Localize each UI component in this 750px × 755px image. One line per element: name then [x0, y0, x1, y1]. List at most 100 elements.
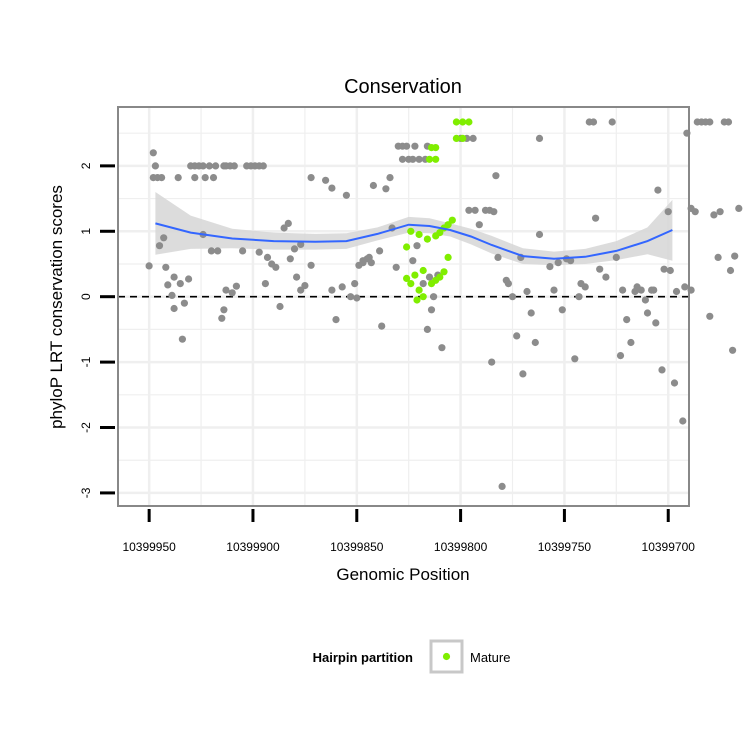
- data-point-other: [643, 309, 652, 317]
- data-point-other: [419, 280, 427, 288]
- data-point-other: [230, 162, 238, 170]
- data-point-mature: [432, 155, 440, 163]
- chart-title: Conservation: [344, 76, 462, 98]
- data-point-other: [322, 176, 330, 184]
- data-point-other: [170, 273, 178, 281]
- data-point-other: [222, 286, 230, 294]
- data-point-mature: [452, 134, 460, 142]
- data-point-other: [284, 219, 292, 227]
- x-tick-label: 10399900: [226, 540, 280, 554]
- data-point-other: [492, 172, 500, 180]
- data-point-other: [332, 316, 340, 324]
- data-point-other: [608, 118, 616, 126]
- y-tick-label: 1: [79, 228, 93, 235]
- x-tick-label: 10399750: [538, 540, 592, 554]
- data-point-mature: [413, 296, 421, 304]
- data-point-mature: [423, 235, 431, 243]
- y-tick-label: -2: [79, 422, 93, 433]
- data-point-other: [672, 287, 681, 296]
- data-point-mature: [407, 227, 415, 235]
- data-point-other: [581, 283, 589, 291]
- data-point-other: [430, 293, 438, 301]
- data-point-other: [571, 355, 579, 363]
- data-point-mature: [452, 118, 460, 126]
- data-point-other: [660, 265, 668, 273]
- data-point-other: [351, 280, 359, 288]
- data-point-mature: [459, 134, 467, 142]
- data-point-other: [353, 294, 361, 302]
- data-point-other: [328, 286, 336, 294]
- data-point-mature: [415, 286, 423, 294]
- data-point-other: [280, 224, 288, 232]
- data-point-other: [415, 155, 423, 163]
- data-point-mature: [425, 155, 434, 163]
- data-point-other: [386, 174, 394, 182]
- data-point-mature: [427, 280, 436, 288]
- data-point-other: [465, 206, 473, 214]
- data-point-other: [706, 312, 714, 320]
- data-point-other: [276, 302, 284, 311]
- data-point-other: [691, 208, 699, 216]
- y-tick-label: 0: [79, 293, 93, 300]
- data-point-other: [494, 253, 502, 261]
- legend-entry-mature: Mature: [470, 650, 510, 665]
- data-point-other: [199, 162, 207, 170]
- data-point-other: [218, 314, 226, 322]
- data-point-other: [504, 280, 512, 288]
- data-point-other: [255, 248, 263, 256]
- data-point-other: [637, 286, 645, 294]
- data-point-other: [654, 186, 662, 194]
- data-point-mature: [444, 253, 452, 261]
- data-point-other: [212, 162, 220, 170]
- data-point-mature: [411, 271, 419, 279]
- data-point-mature: [419, 266, 427, 275]
- data-point-other: [301, 282, 309, 290]
- data-point-other: [145, 262, 153, 270]
- data-point-other: [596, 265, 604, 273]
- data-point-other: [423, 325, 431, 333]
- data-point-other: [286, 255, 294, 263]
- data-point-other: [498, 482, 506, 490]
- smooth-trend-line: [155, 222, 673, 260]
- data-point-other: [263, 253, 272, 261]
- legend: Hairpin partition Mature: [313, 639, 510, 674]
- data-point-other: [307, 261, 315, 269]
- data-point-other: [155, 242, 164, 250]
- data-point-other: [681, 283, 689, 291]
- data-point-other: [382, 185, 390, 193]
- x-tick-label: 10399800: [434, 540, 488, 554]
- x-tick-label: 10399950: [122, 540, 176, 554]
- data-point-other: [469, 134, 477, 142]
- data-point-other: [232, 282, 240, 290]
- data-point-other: [398, 155, 407, 163]
- data-point-other: [589, 118, 598, 126]
- data-point-other: [592, 214, 600, 222]
- data-point-other: [162, 263, 170, 271]
- data-point-other: [425, 273, 434, 281]
- data-point-other: [272, 263, 280, 271]
- data-point-mature: [419, 293, 427, 301]
- data-point-other: [714, 253, 722, 261]
- data-point-other: [575, 293, 583, 301]
- data-point-other: [471, 206, 479, 214]
- data-point-other: [365, 253, 373, 261]
- data-point-other: [261, 280, 269, 288]
- data-point-other: [409, 257, 417, 265]
- data-point-other: [151, 162, 159, 170]
- data-point-other: [612, 253, 620, 261]
- x-axis-label: Genomic Position: [336, 565, 469, 584]
- y-tick-label: -1: [79, 356, 93, 367]
- data-point-other: [359, 259, 367, 267]
- plot-panel: [118, 107, 689, 506]
- panel-border: [117, 106, 690, 507]
- data-point-other: [488, 358, 496, 366]
- data-point-other: [490, 208, 498, 216]
- data-point-other: [170, 304, 178, 313]
- data-point-other: [178, 335, 186, 343]
- data-point-other: [185, 275, 193, 283]
- data-point-other: [710, 211, 718, 219]
- data-point-mature: [403, 243, 411, 251]
- data-point-mature: [403, 274, 411, 282]
- data-point-other: [176, 280, 184, 288]
- data-point-other: [670, 379, 679, 387]
